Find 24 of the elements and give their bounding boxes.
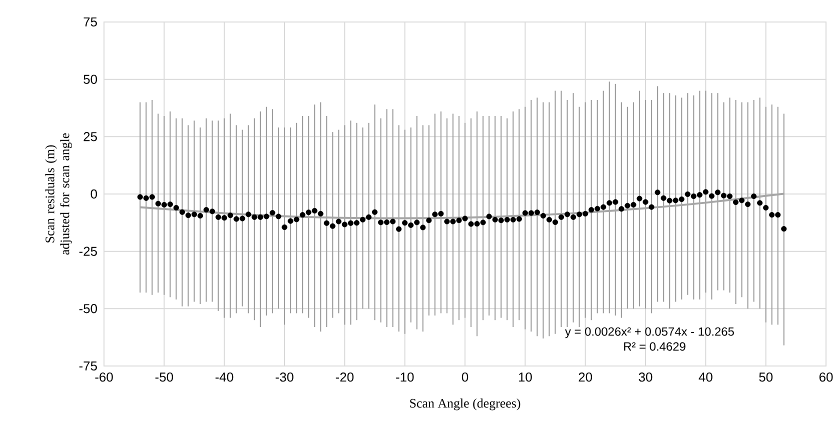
x-tick-label: 30 — [638, 372, 652, 382]
y-tick-label: 50 — [84, 74, 97, 84]
x-tick-label: -50 — [155, 372, 174, 382]
x-tick-label: 40 — [698, 372, 712, 382]
x-tick-label: -60 — [95, 372, 113, 382]
x-tick-label: -40 — [216, 372, 234, 382]
y-tick-label: -50 — [79, 304, 97, 314]
y-tick-label: -75 — [79, 361, 97, 370]
x-tick-label: 50 — [759, 372, 773, 382]
x-axis-title: Scan Angle (degrees) — [410, 398, 520, 410]
x-tick-label: -30 — [276, 372, 294, 382]
y-tick-label: 75 — [84, 17, 97, 26]
x-tick-label: 0 — [462, 372, 468, 382]
x-tick-label: 20 — [578, 372, 592, 382]
y-tick-label: -25 — [79, 246, 97, 256]
x-tick-label: -10 — [396, 372, 414, 382]
x-tick-label: 10 — [518, 372, 532, 382]
annotation: y = 0.0026x² + 0.0574x - 10.265 — [565, 327, 734, 338]
x-tick-label: -20 — [336, 372, 354, 382]
annotation: R² = 0.4629 — [624, 342, 686, 351]
x-tick-label: 60 — [819, 372, 833, 382]
y-tick-label: 0 — [90, 189, 97, 199]
y-tick-label: 25 — [84, 132, 97, 142]
y-axis-title: Scan residuals (m) adjusted for scan angle — [45, 133, 72, 255]
